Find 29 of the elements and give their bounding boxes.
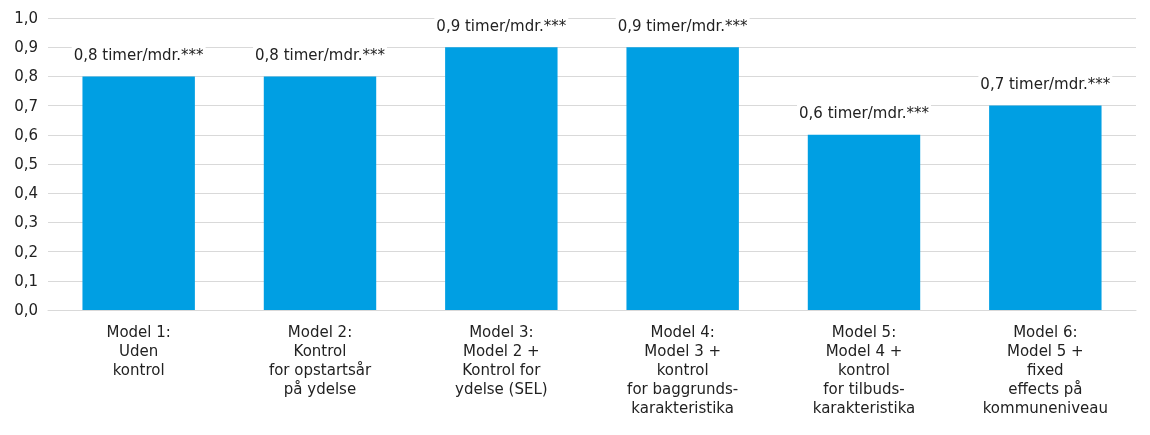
data-label: 0,8 timer/mdr.*** xyxy=(255,45,386,64)
x-tick-label: Model 5: Model 4 + kontrol for tilbuds- karakteristika xyxy=(812,322,916,417)
x-tick-label: Model 2: Kontrol for opstartsår på ydelse xyxy=(268,322,372,398)
x-tick-label: Model 1: Uden kontrol xyxy=(106,322,171,379)
bar xyxy=(82,76,195,310)
bar xyxy=(807,134,921,310)
data-label: 0,8 timer/mdr.*** xyxy=(73,45,205,64)
data-label: 0,6 timer/mdr.*** xyxy=(799,104,930,123)
y-tick-label: 0,5 xyxy=(14,155,38,173)
bar xyxy=(263,76,377,310)
y-tick-label: 0,4 xyxy=(14,184,38,203)
y-tick-label: 0,6 xyxy=(14,125,38,144)
y-tick-label: 0,0 xyxy=(14,301,38,319)
y-tick-label: 0,3 xyxy=(14,213,38,232)
data-label: 0,7 timer/mdr.*** xyxy=(980,75,1111,94)
data-label: 0,9 timer/mdr.*** xyxy=(436,16,567,35)
bar xyxy=(445,47,558,310)
y-tick-label: 0,8 xyxy=(14,67,38,86)
y-tick-label: 0,1 xyxy=(14,271,38,290)
x-tick-label: Model 4: Model 3 + kontrol for baggrunds- karakteristika xyxy=(627,322,739,417)
x-tick-label: Model 3: Model 2 + Kontrol for ydelse (SEL) xyxy=(455,322,548,398)
bar xyxy=(626,47,739,310)
y-tick-label: 0,7 xyxy=(14,96,38,115)
data-label: 0,9 timer/mdr.*** xyxy=(617,16,749,35)
x-tick-label: Model 6: Model 5 + fixed effects på kommuneniveau xyxy=(982,322,1108,417)
y-tick-label: 0,9 xyxy=(14,38,38,57)
y-tick-label: 1,0 xyxy=(14,9,38,27)
y-tick-label: 0,2 xyxy=(14,242,38,261)
bar xyxy=(989,105,1102,310)
